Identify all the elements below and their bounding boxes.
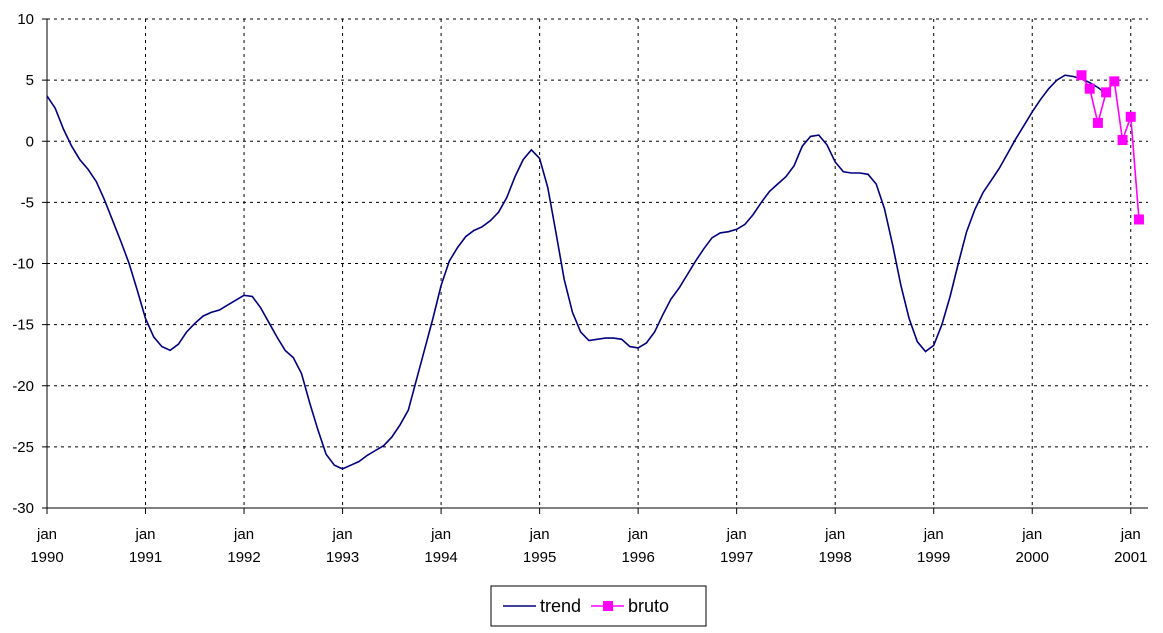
- x-tick-label: jan 1991: [129, 526, 162, 566]
- x-tick-label: jan 1993: [326, 526, 359, 566]
- x-tick-label: jan 1997: [720, 526, 753, 566]
- x-tick-label: jan 2001: [1114, 526, 1147, 566]
- x-tick-label: jan 1995: [523, 526, 556, 566]
- marker: [1133, 214, 1144, 225]
- x-tick-label: jan 1992: [227, 526, 260, 566]
- x-tick-label: jan 1998: [819, 526, 852, 566]
- y-tick-label: -20: [12, 378, 34, 395]
- x-tick-label: jan 1994: [424, 526, 457, 566]
- y-tick-label: -10: [12, 256, 34, 273]
- x-tick-label: jan 2000: [1016, 526, 1049, 566]
- legend-label: bruto: [628, 596, 669, 616]
- marker: [1084, 83, 1095, 94]
- line-trend: [46, 74, 1107, 470]
- x-tick-label: jan 1999: [917, 526, 950, 566]
- y-tick-label: -5: [21, 194, 34, 211]
- legend: trend bruto: [490, 585, 707, 627]
- y-tick-label: -30: [12, 500, 34, 517]
- legend-marker: [603, 601, 614, 611]
- marker: [1125, 111, 1136, 122]
- marker: [1109, 76, 1120, 87]
- y-tick-label: -25: [12, 439, 34, 456]
- marker: [1092, 117, 1103, 128]
- y-tick-label: 0: [26, 133, 34, 150]
- x-tick-label: jan 1996: [621, 526, 654, 566]
- y-tick-label: 10: [17, 11, 34, 28]
- marker: [1101, 87, 1112, 98]
- marker: [1076, 70, 1087, 81]
- y-tick-label: 5: [26, 72, 34, 89]
- marker: [1117, 135, 1128, 146]
- x-tick-label: jan 1990: [30, 526, 63, 566]
- legend-label: trend: [540, 596, 581, 616]
- y-tick-label: -15: [12, 317, 34, 334]
